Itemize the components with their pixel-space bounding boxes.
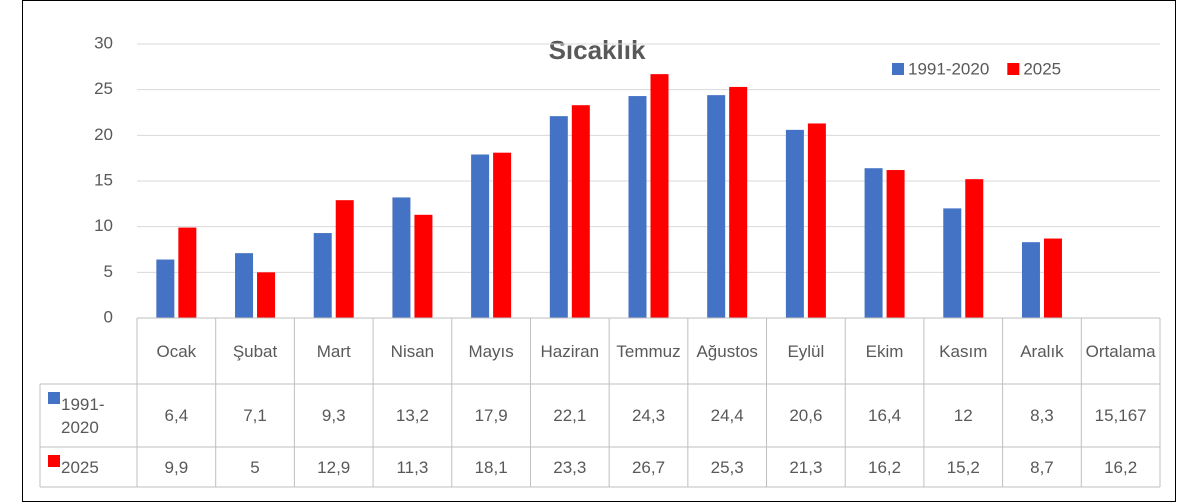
bar [729, 86, 748, 318]
x-tick-label: Haziran [540, 341, 600, 361]
table-value: 25,3 [710, 457, 744, 477]
table-value: 24,4 [710, 406, 744, 425]
table-value: 5 [250, 457, 260, 477]
table-value: 26,7 [631, 457, 666, 477]
bar [392, 197, 411, 318]
x-tick-label: Ekim [865, 341, 904, 361]
legend-label: 2025 [1023, 59, 1061, 78]
y-tick-label: 5 [104, 262, 113, 281]
bar [257, 272, 276, 318]
chart-border [22, 0, 1176, 502]
x-tick-label: Kasım [939, 341, 988, 361]
table-row-header: 2025 [61, 457, 99, 477]
table-value: 15,167 [1094, 406, 1147, 425]
table-value: 6,4 [164, 406, 189, 425]
table-value: 20,6 [789, 406, 823, 425]
bar [943, 208, 962, 318]
table-value: 8,3 [1030, 406, 1054, 425]
bar [1021, 242, 1040, 318]
bar [571, 105, 590, 319]
table-value: 11,3 [396, 457, 429, 477]
table-value: 16,2 [1104, 457, 1138, 477]
x-tick-label: Temmuz [616, 341, 681, 361]
y-tick-label: 0 [104, 307, 113, 326]
legend-swatch [1007, 63, 1020, 75]
table-value: 17,9 [474, 406, 508, 425]
y-tick-label: 20 [94, 125, 113, 144]
bar [785, 129, 804, 318]
x-tick-label: Ağustos [696, 341, 758, 361]
table-value: 12,9 [317, 457, 351, 477]
bar [707, 95, 726, 318]
bar [864, 168, 883, 318]
x-tick-label: Aralık [1020, 341, 1064, 361]
bar [335, 200, 354, 318]
x-tick-label: Mart [316, 341, 351, 361]
table-value: 21,3 [789, 457, 823, 477]
x-tick-label: Ortalama [1085, 341, 1156, 361]
bar [493, 152, 512, 318]
table-value: 16,2 [868, 457, 902, 477]
x-tick-label: Ocak [156, 341, 197, 361]
bar [650, 74, 669, 318]
bar [1043, 238, 1062, 318]
y-tick-label: 15 [94, 170, 113, 189]
x-tick-label: Mayıs [468, 341, 514, 361]
table-value: 18,1 [474, 457, 508, 477]
legend-swatch [48, 392, 60, 404]
bar [807, 123, 826, 319]
x-tick-label: Eylül [787, 341, 825, 361]
x-tick-label: Nisan [390, 341, 435, 361]
table-value: 13,2 [395, 406, 429, 425]
bar [235, 253, 254, 318]
legend-swatch [892, 63, 904, 75]
table-value: 23,3 [553, 457, 587, 477]
y-tick-label: 30 [94, 33, 113, 52]
bar [886, 170, 905, 318]
legend-label: 1991-2020 [908, 59, 989, 78]
chart-title: Sıcaklık [549, 35, 646, 65]
bar [549, 116, 568, 318]
x-tick-label: Şubat [232, 341, 278, 361]
table-value: 7,1 [243, 406, 267, 425]
table-value: 16,4 [868, 406, 902, 425]
table-value: 9,9 [164, 457, 189, 477]
table-value: 15,2 [946, 457, 980, 477]
bar [471, 154, 490, 318]
bar [156, 259, 175, 318]
table-value: 24,3 [631, 406, 666, 425]
bar [628, 96, 647, 318]
table-value: 12 [953, 406, 973, 425]
table-value: 22,1 [553, 406, 587, 425]
bar [178, 227, 197, 318]
y-tick-label: 25 [94, 79, 113, 98]
table-value: 8,7 [1030, 457, 1054, 477]
table-row-header: 1991-2020 [61, 394, 105, 437]
table-value: 9,3 [321, 406, 346, 425]
bar [414, 214, 433, 318]
bar [313, 233, 332, 318]
bar [965, 179, 984, 318]
legend-swatch [48, 455, 60, 467]
y-tick-label: 10 [94, 216, 113, 235]
